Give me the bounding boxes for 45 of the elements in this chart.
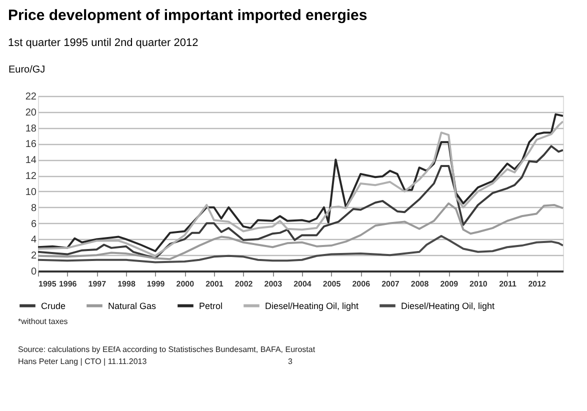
x-tick-label: 2003 xyxy=(264,280,283,288)
legend-label: Natural Gas xyxy=(108,300,157,311)
x-tick-label: 2010 xyxy=(470,280,488,288)
y-tick-label: 20 xyxy=(25,107,37,118)
y-tick-label: 12 xyxy=(25,171,37,182)
x-tick-label: 1999 xyxy=(146,280,166,288)
text: *without taxes xyxy=(18,317,68,326)
line-series xyxy=(38,202,563,260)
y-tick-label: 22 xyxy=(25,92,37,102)
x-tick-label: 1995 xyxy=(38,280,57,288)
x-tick-label: 1997 xyxy=(88,280,107,288)
line-series xyxy=(38,235,563,264)
x-tick-label: 2008 xyxy=(410,280,430,288)
x-tick-label: 2005 xyxy=(322,280,342,288)
legend-label: Diesel/Heating Oil, light xyxy=(265,300,360,311)
y-axis-title: Euro/GJ xyxy=(8,64,46,76)
legend-label: Crude xyxy=(41,300,66,311)
legend-label: Diesel/Heating Oil, light xyxy=(401,300,496,311)
x-tick-label: 2012 xyxy=(528,280,547,288)
y-tick-label: 10 xyxy=(25,186,37,198)
line-series xyxy=(38,145,563,260)
y-tick-label: 6 xyxy=(30,218,37,230)
chart-subtitle: 1st quarter 1995 until 2nd quarter 2012 xyxy=(8,37,198,49)
y-tick-label: 4 xyxy=(30,234,37,246)
x-tick-label: 2004 xyxy=(294,280,312,288)
y-tick-label: 14 xyxy=(25,155,37,166)
y-tick-label: 0 xyxy=(30,266,37,278)
legend-label: Petrol xyxy=(199,300,223,311)
text: 3 xyxy=(288,357,293,366)
x-tick-label: 1996 xyxy=(58,280,78,288)
y-tick-label: 16 xyxy=(25,139,37,150)
x-tick-label: 2011 xyxy=(499,280,517,288)
y-tick-label: 18 xyxy=(25,123,37,134)
text: Hans Peter Lang | CTO | 11.11.2013 xyxy=(18,357,148,366)
x-tick-label: 2009 xyxy=(440,280,459,288)
x-tick-label: 2007 xyxy=(382,280,400,288)
y-tick-label: 2 xyxy=(30,250,37,262)
chart-title: Price development of important imported energies xyxy=(8,7,368,24)
x-tick-label: 2006 xyxy=(352,280,371,288)
x-tick-label: 2000 xyxy=(176,280,195,288)
x-tick-label: 2002 xyxy=(234,280,254,288)
y-tick-label: 8 xyxy=(30,202,37,214)
x-tick-label: 2001 xyxy=(206,280,224,288)
x-tick-label: 1998 xyxy=(118,280,136,288)
source-note: Source: calculations by EEfA according to Statistisches Bundesamt, BAFA, Eurostat xyxy=(18,345,316,354)
